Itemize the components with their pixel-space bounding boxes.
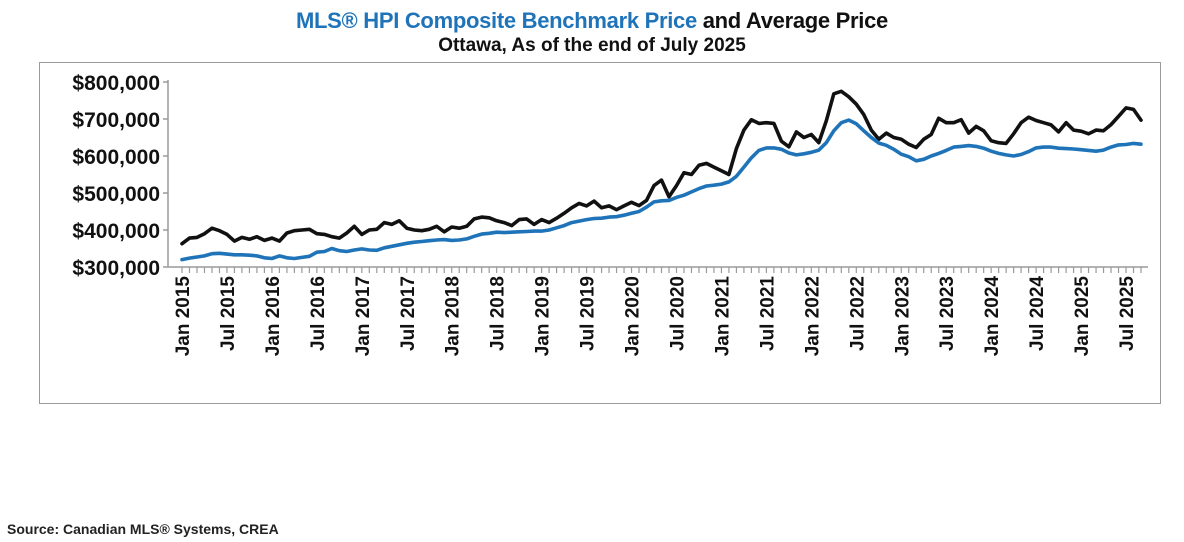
- chart-axes: [167, 80, 1148, 268]
- y-tick-label: $700,000: [72, 109, 160, 132]
- x-tick-label: Jul 2015: [218, 276, 239, 351]
- y-tick-label: $800,000: [72, 72, 160, 95]
- x-tick-label: Jul 2023: [937, 276, 958, 351]
- x-tick-label: Jul 2021: [757, 276, 778, 351]
- x-tick-label: Jan 2016: [263, 276, 284, 356]
- x-tick-label: Jan 2020: [623, 276, 644, 356]
- x-tick-label: Jul 2022: [847, 276, 868, 351]
- x-tick-label: Jul 2016: [308, 276, 329, 351]
- series-line-average: [180, 89, 1143, 246]
- x-tick-label: Jan 2018: [443, 276, 464, 356]
- x-tick-label: Jan 2021: [712, 276, 733, 357]
- y-tick-label: $400,000: [72, 220, 160, 243]
- x-tick-label: Jul 2019: [578, 276, 599, 351]
- x-tick-label: Jan 2015: [173, 276, 194, 357]
- x-tick-label: Jul 2024: [1027, 276, 1048, 351]
- x-axis: Jan 2015 Jul 2015 Jan 2016 Jul 2016 Jan 2017…: [173, 267, 1142, 357]
- source-note: Source: Canadian MLS® Systems, CREA: [7, 521, 279, 537]
- x-tick-label: Jan 2017: [353, 276, 374, 356]
- x-tick-label: Jan 2022: [802, 276, 823, 356]
- x-tick-label: Jul 2017: [398, 276, 419, 351]
- chart-frame: [39, 62, 1161, 404]
- y-tick-label: $600,000: [72, 146, 160, 169]
- series-lines: [180, 89, 1143, 262]
- y-tick-label: $500,000: [72, 183, 160, 206]
- chart-subtitle: Ottawa, As of the end of July 2025: [438, 35, 746, 56]
- chart-title-tail: and Average Price: [702, 8, 889, 33]
- x-tick-label: Jan 2023: [892, 276, 913, 356]
- chart-title-main: MLS® HPI Composite Benchmark Price: [296, 8, 697, 33]
- line-chart: $300,000 $400,000 $500,000 $600,000 $700,000…: [72, 72, 1148, 357]
- y-axis: $300,000 $400,000 $500,000 $600,000 $700,000…: [72, 72, 168, 280]
- x-tick-label: Jul 2018: [488, 276, 509, 351]
- series-line-benchmark: [180, 118, 1143, 262]
- x-tick-label: Jul 2025: [1117, 276, 1138, 351]
- x-tick-label: Jan 2024: [982, 276, 1003, 357]
- x-tick-label: Jan 2025: [1072, 276, 1093, 357]
- x-tick-label: Jul 2020: [667, 276, 688, 351]
- chart-title: MLS® HPI Composite Benchmark Price and A…: [0, 8, 1184, 34]
- y-tick-label: $300,000: [72, 257, 160, 280]
- x-tick-label: Jan 2019: [533, 276, 554, 356]
